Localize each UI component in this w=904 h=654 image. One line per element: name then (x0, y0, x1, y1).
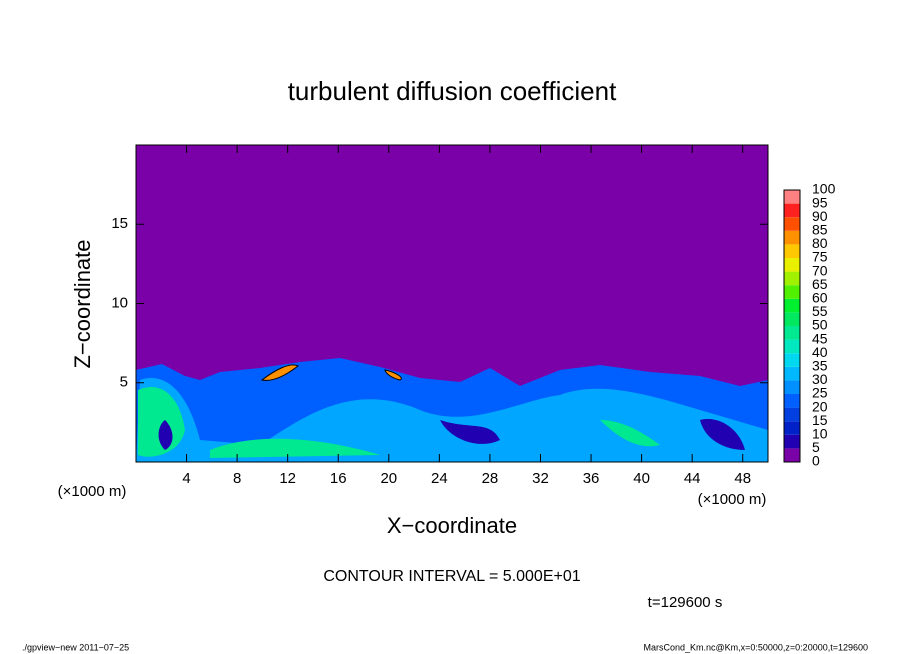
colorbar-swatch (784, 217, 800, 231)
colorbar-swatch (784, 285, 800, 299)
colorbar-label: 95 (812, 194, 828, 210)
x-axis-label: X−coordinate (387, 513, 517, 538)
colorbar-swatch (784, 326, 800, 340)
footer-right: MarsCond_Km.nc@Km,x=0:50000,z=0:20000,t=… (643, 642, 868, 652)
colorbar-swatch (784, 190, 800, 204)
colorbar-swatch (784, 434, 800, 449)
colorbar-swatch (784, 244, 800, 258)
colorbar-swatch (784, 258, 800, 272)
contour-interval: CONTOUR INTERVAL = 5.000E+01 (323, 568, 580, 585)
chart-title: turbulent diffusion coefficient (288, 76, 617, 106)
colorbar-label: 50 (812, 317, 828, 333)
colorbar-swatch (784, 353, 800, 367)
x-unit-label: (×1000 m) (58, 483, 127, 500)
y-axis-label: Z−coordinate (70, 239, 95, 368)
x-tick-label: 40 (633, 470, 650, 487)
colorbar-swatch (784, 271, 800, 286)
field (136, 145, 768, 462)
colorbar-swatch (784, 421, 800, 435)
colorbar-swatch (784, 448, 800, 462)
x-tick-label: 8 (233, 470, 241, 487)
field-region (138, 386, 660, 458)
colorbar-label: 0 (812, 453, 820, 469)
colorbar-label: 100 (812, 181, 836, 197)
colorbar-swatch (784, 407, 800, 422)
x-tick-label: 44 (684, 470, 701, 487)
footer-left: ./gpview−new 2011−07−25 (22, 642, 129, 652)
x-tick-label: 36 (583, 470, 600, 487)
colorbar-label: 5 (812, 439, 820, 455)
colorbar-label: 90 (812, 208, 828, 224)
colorbar-swatch (784, 380, 800, 394)
colorbar-label: 70 (812, 262, 828, 278)
x-tick-label: 24 (431, 470, 448, 487)
x-tick-label: 20 (380, 470, 397, 487)
colorbar-label: 55 (812, 303, 828, 319)
colorbar-label: 20 (812, 398, 828, 414)
colorbar-label: 45 (812, 330, 828, 346)
colorbar-swatch (784, 230, 800, 245)
x-tick-label: 48 (734, 470, 751, 487)
colorbar-frame (783, 189, 801, 463)
colorbar-swatch (784, 203, 800, 218)
colorbar-swatch (784, 394, 800, 408)
colorbar-label: 75 (812, 249, 828, 265)
colorbar-swatch (784, 366, 800, 381)
y-tick-label: 10 (111, 294, 128, 311)
colorbar-swatch (784, 298, 800, 313)
colorbar-label: 80 (812, 235, 828, 251)
x-tick-label: 4 (182, 470, 190, 487)
colorbar-label: 30 (812, 371, 828, 387)
x-unit-label: (×1000 m) (698, 491, 767, 508)
x-tick-label: 28 (482, 470, 499, 487)
colorbar-swatch (784, 312, 800, 326)
colorbar-label: 35 (812, 358, 828, 374)
colorbar-label: 60 (812, 290, 828, 306)
colorbar-label: 25 (812, 385, 828, 401)
x-tick-label: 32 (532, 470, 549, 487)
colorbar-swatch (784, 339, 800, 354)
x-tick-label: 12 (279, 470, 296, 487)
colorbar-label: 40 (812, 344, 828, 360)
field-region (158, 419, 745, 450)
y-tick-label: 5 (120, 374, 128, 391)
colorbar-label: 10 (812, 426, 828, 442)
colorbar-label: 65 (812, 276, 828, 292)
field-region (260, 364, 402, 381)
colorbar-label: 15 (812, 412, 828, 428)
time-label: t=129600 s (648, 594, 723, 611)
x-tick-label: 16 (330, 470, 347, 487)
y-tick-label: 15 (111, 215, 128, 232)
colorbar-label: 85 (812, 222, 828, 238)
